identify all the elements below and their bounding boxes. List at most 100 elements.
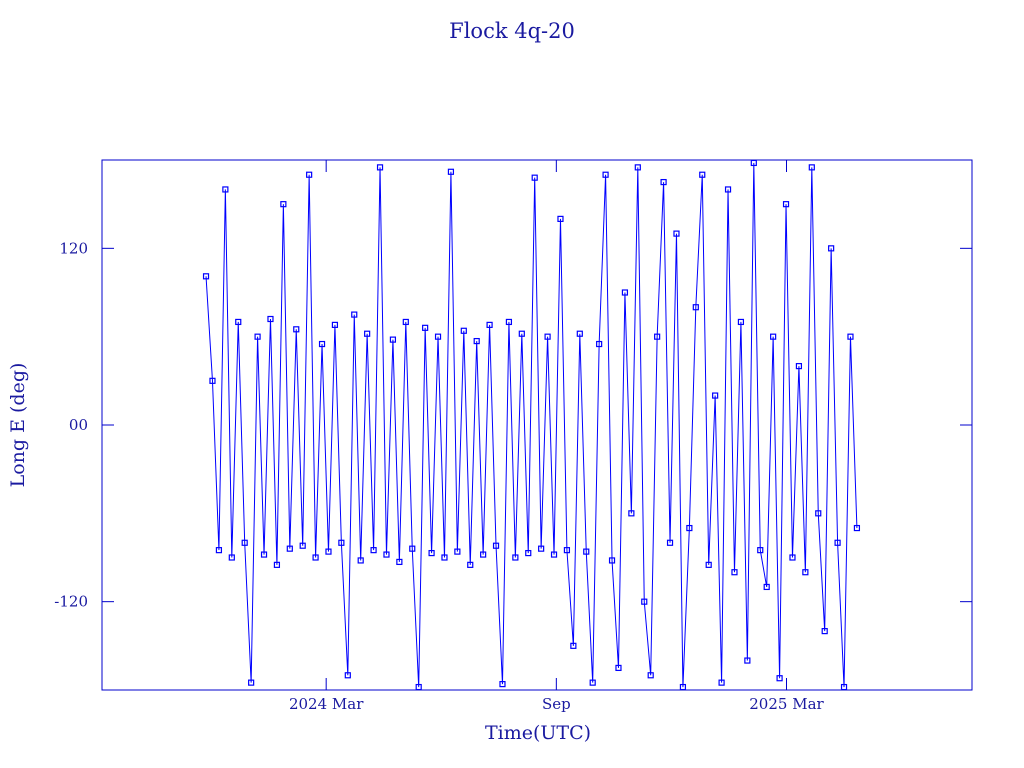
data-point [434,333,442,340]
data-point [370,547,377,554]
plot-frame [101,159,973,691]
data-point [712,392,719,399]
data-point [486,321,493,328]
data-point [441,554,448,561]
data-point [538,545,545,552]
plot-area [202,160,861,690]
data-point [757,547,764,554]
data-point [273,561,281,568]
data-point [306,171,313,178]
data-point [737,318,745,326]
x-axis-label: Time(UTC) [485,722,591,744]
data-point [802,569,809,576]
data-point [731,569,738,576]
data-point [544,333,551,340]
data-point [847,333,854,340]
data-point [660,178,667,186]
data-point [447,168,455,175]
data-point [789,554,796,561]
data-point [492,542,500,549]
data-point [338,539,345,546]
data-point [235,318,242,326]
data-point [299,542,306,549]
data-point [654,333,661,340]
data-point [705,561,712,568]
data-point [331,321,339,328]
data-point [325,548,332,555]
data-point [351,311,358,318]
data-point [576,330,583,337]
data-point [215,547,223,554]
y-tick-label: 00 [69,416,88,434]
data-point [202,273,210,280]
data-point [782,201,790,208]
data-point [583,548,590,555]
data-point [634,164,641,171]
data-point [260,551,268,558]
data-point [409,545,416,552]
data-point [396,558,403,566]
data-line [205,162,858,688]
data-point [376,164,384,171]
data-point [821,628,828,635]
data-point [364,330,371,337]
data-point [389,336,397,343]
data-point [267,315,274,323]
y-tick-label: 120 [59,239,88,257]
data-point [834,539,841,546]
data-point [428,549,435,557]
data-point [454,548,461,555]
data-point [318,340,326,348]
data-point [550,551,558,558]
data-point [357,557,364,564]
data-point [724,186,732,193]
data-point [473,337,480,345]
data-point [563,547,571,554]
data-point [512,554,519,561]
y-axis-label: Long E (deg) [7,363,29,488]
data-point [589,679,596,686]
data-point [293,326,300,333]
data-point [770,333,777,340]
data-point [608,557,616,564]
x-tick-label: 2025 Mar [749,695,824,713]
data-point [241,539,248,546]
data-point [744,657,751,664]
data-point [750,160,757,167]
data-point [557,215,564,222]
data-point [602,171,609,178]
data-point [641,598,648,605]
data-point [254,333,261,340]
data-point [621,289,629,296]
data-point [795,363,803,370]
data-point [422,324,429,331]
data-point [718,679,725,686]
data-point [209,377,216,384]
data-point [628,510,635,517]
data-point [615,664,622,672]
data-point [460,327,467,334]
chart-title: Flock 4q-20 [449,19,575,43]
data-point [280,201,287,208]
data-point [228,554,235,561]
data-point [840,683,848,690]
data-point [808,164,815,171]
data-point [679,683,687,690]
data-point [596,340,603,348]
data-point [853,524,861,532]
data-point [415,683,422,690]
data-point [647,672,654,679]
data-point [531,174,538,181]
data-point [467,561,474,568]
data-point [815,510,822,517]
data-point [222,186,229,193]
data-point [686,524,693,532]
data-point [383,551,390,558]
data-point [666,539,674,546]
x-tick-label: 2024 Mar [289,695,364,713]
data-point [570,642,577,649]
data-point [499,681,506,688]
data-point [673,230,680,237]
x-tick-label: Sep [542,695,571,713]
